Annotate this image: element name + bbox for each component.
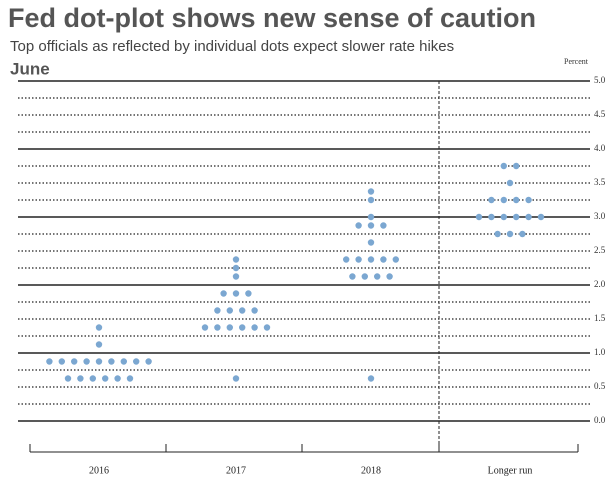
dot (251, 324, 258, 331)
dot (343, 256, 350, 263)
dot (374, 273, 381, 280)
dot (214, 324, 221, 331)
dot (513, 196, 520, 204)
dot (500, 196, 507, 204)
dot (83, 358, 90, 365)
dot (367, 375, 375, 382)
dot (226, 307, 233, 314)
y-tick-label: 0.5 (594, 381, 606, 391)
y-axis-label: Percent (564, 57, 589, 66)
dot (367, 213, 375, 221)
dot (71, 358, 78, 365)
dot (102, 375, 109, 382)
dot (77, 375, 84, 382)
dot (367, 239, 375, 246)
dot (232, 290, 240, 297)
dot (525, 196, 532, 204)
dot (201, 324, 209, 331)
y-tick-label: 2.0 (594, 279, 606, 289)
dot (355, 256, 362, 263)
dot (525, 213, 532, 221)
dot (494, 230, 501, 238)
y-tick-label: 4.5 (594, 109, 606, 119)
dot (214, 307, 221, 314)
dot (232, 375, 240, 382)
dot (506, 179, 514, 187)
dot (245, 290, 252, 297)
x-tick-label: 2016 (89, 465, 109, 476)
dot (251, 307, 258, 314)
chart-subtitle: Top officials as reflected by individual… (10, 38, 454, 55)
dot (513, 213, 520, 221)
dot (380, 256, 387, 263)
dot (145, 358, 152, 365)
dot (488, 213, 495, 221)
dot (367, 188, 375, 195)
dot (46, 358, 53, 365)
dot (519, 230, 526, 238)
dot (226, 324, 233, 331)
dot (380, 222, 387, 229)
dot (126, 375, 134, 382)
dot (114, 375, 121, 382)
dot (367, 222, 375, 229)
dot (475, 213, 483, 221)
dot (239, 307, 246, 314)
x-tick-label: 2017 (226, 465, 246, 476)
y-tick-label: 1.0 (594, 347, 606, 357)
dot (263, 324, 271, 331)
dot (361, 273, 368, 280)
dot (89, 375, 97, 382)
x-tick-label: 2018 (361, 465, 381, 476)
dot (355, 222, 362, 229)
y-tick-label: 1.5 (594, 313, 606, 323)
dot (120, 358, 128, 365)
dot (488, 196, 495, 204)
dot (220, 290, 227, 297)
dot (95, 341, 103, 348)
y-tick-label: 2.5 (594, 245, 606, 255)
dot (392, 256, 399, 263)
y-tick-label: 3.0 (594, 211, 606, 221)
dot (95, 324, 103, 331)
dot (349, 273, 356, 280)
dot (239, 324, 246, 331)
dot (513, 162, 520, 170)
y-tick-label: 4.0 (594, 143, 606, 153)
dot (367, 256, 375, 263)
dot (367, 196, 375, 204)
dot (232, 256, 240, 263)
dot (232, 273, 240, 280)
dot (64, 375, 72, 382)
y-tick-label: 3.5 (594, 177, 606, 187)
dot (506, 230, 514, 238)
dot (133, 358, 140, 365)
y-tick-label: 0.0 (594, 415, 606, 425)
dot (500, 213, 507, 221)
dot (500, 162, 507, 170)
y-tick-label: 5.0 (594, 75, 606, 85)
dot (386, 273, 393, 280)
dot (232, 264, 240, 272)
chart-title: Fed dot-plot shows new sense of caution (8, 3, 536, 33)
x-tick-label: Longer run (488, 465, 533, 476)
panel-label: June (10, 59, 50, 78)
dot (58, 358, 65, 365)
dot (537, 213, 545, 221)
dot (108, 358, 115, 365)
dot (95, 358, 103, 365)
